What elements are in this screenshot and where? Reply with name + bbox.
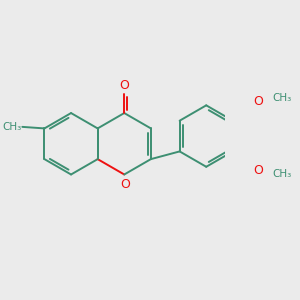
Text: O: O xyxy=(254,95,263,108)
Text: CH₃: CH₃ xyxy=(272,93,292,103)
Text: O: O xyxy=(120,178,130,191)
Text: CH₃: CH₃ xyxy=(272,169,292,179)
Text: O: O xyxy=(254,164,263,177)
Text: CH₃: CH₃ xyxy=(2,122,22,132)
Text: O: O xyxy=(119,79,129,92)
